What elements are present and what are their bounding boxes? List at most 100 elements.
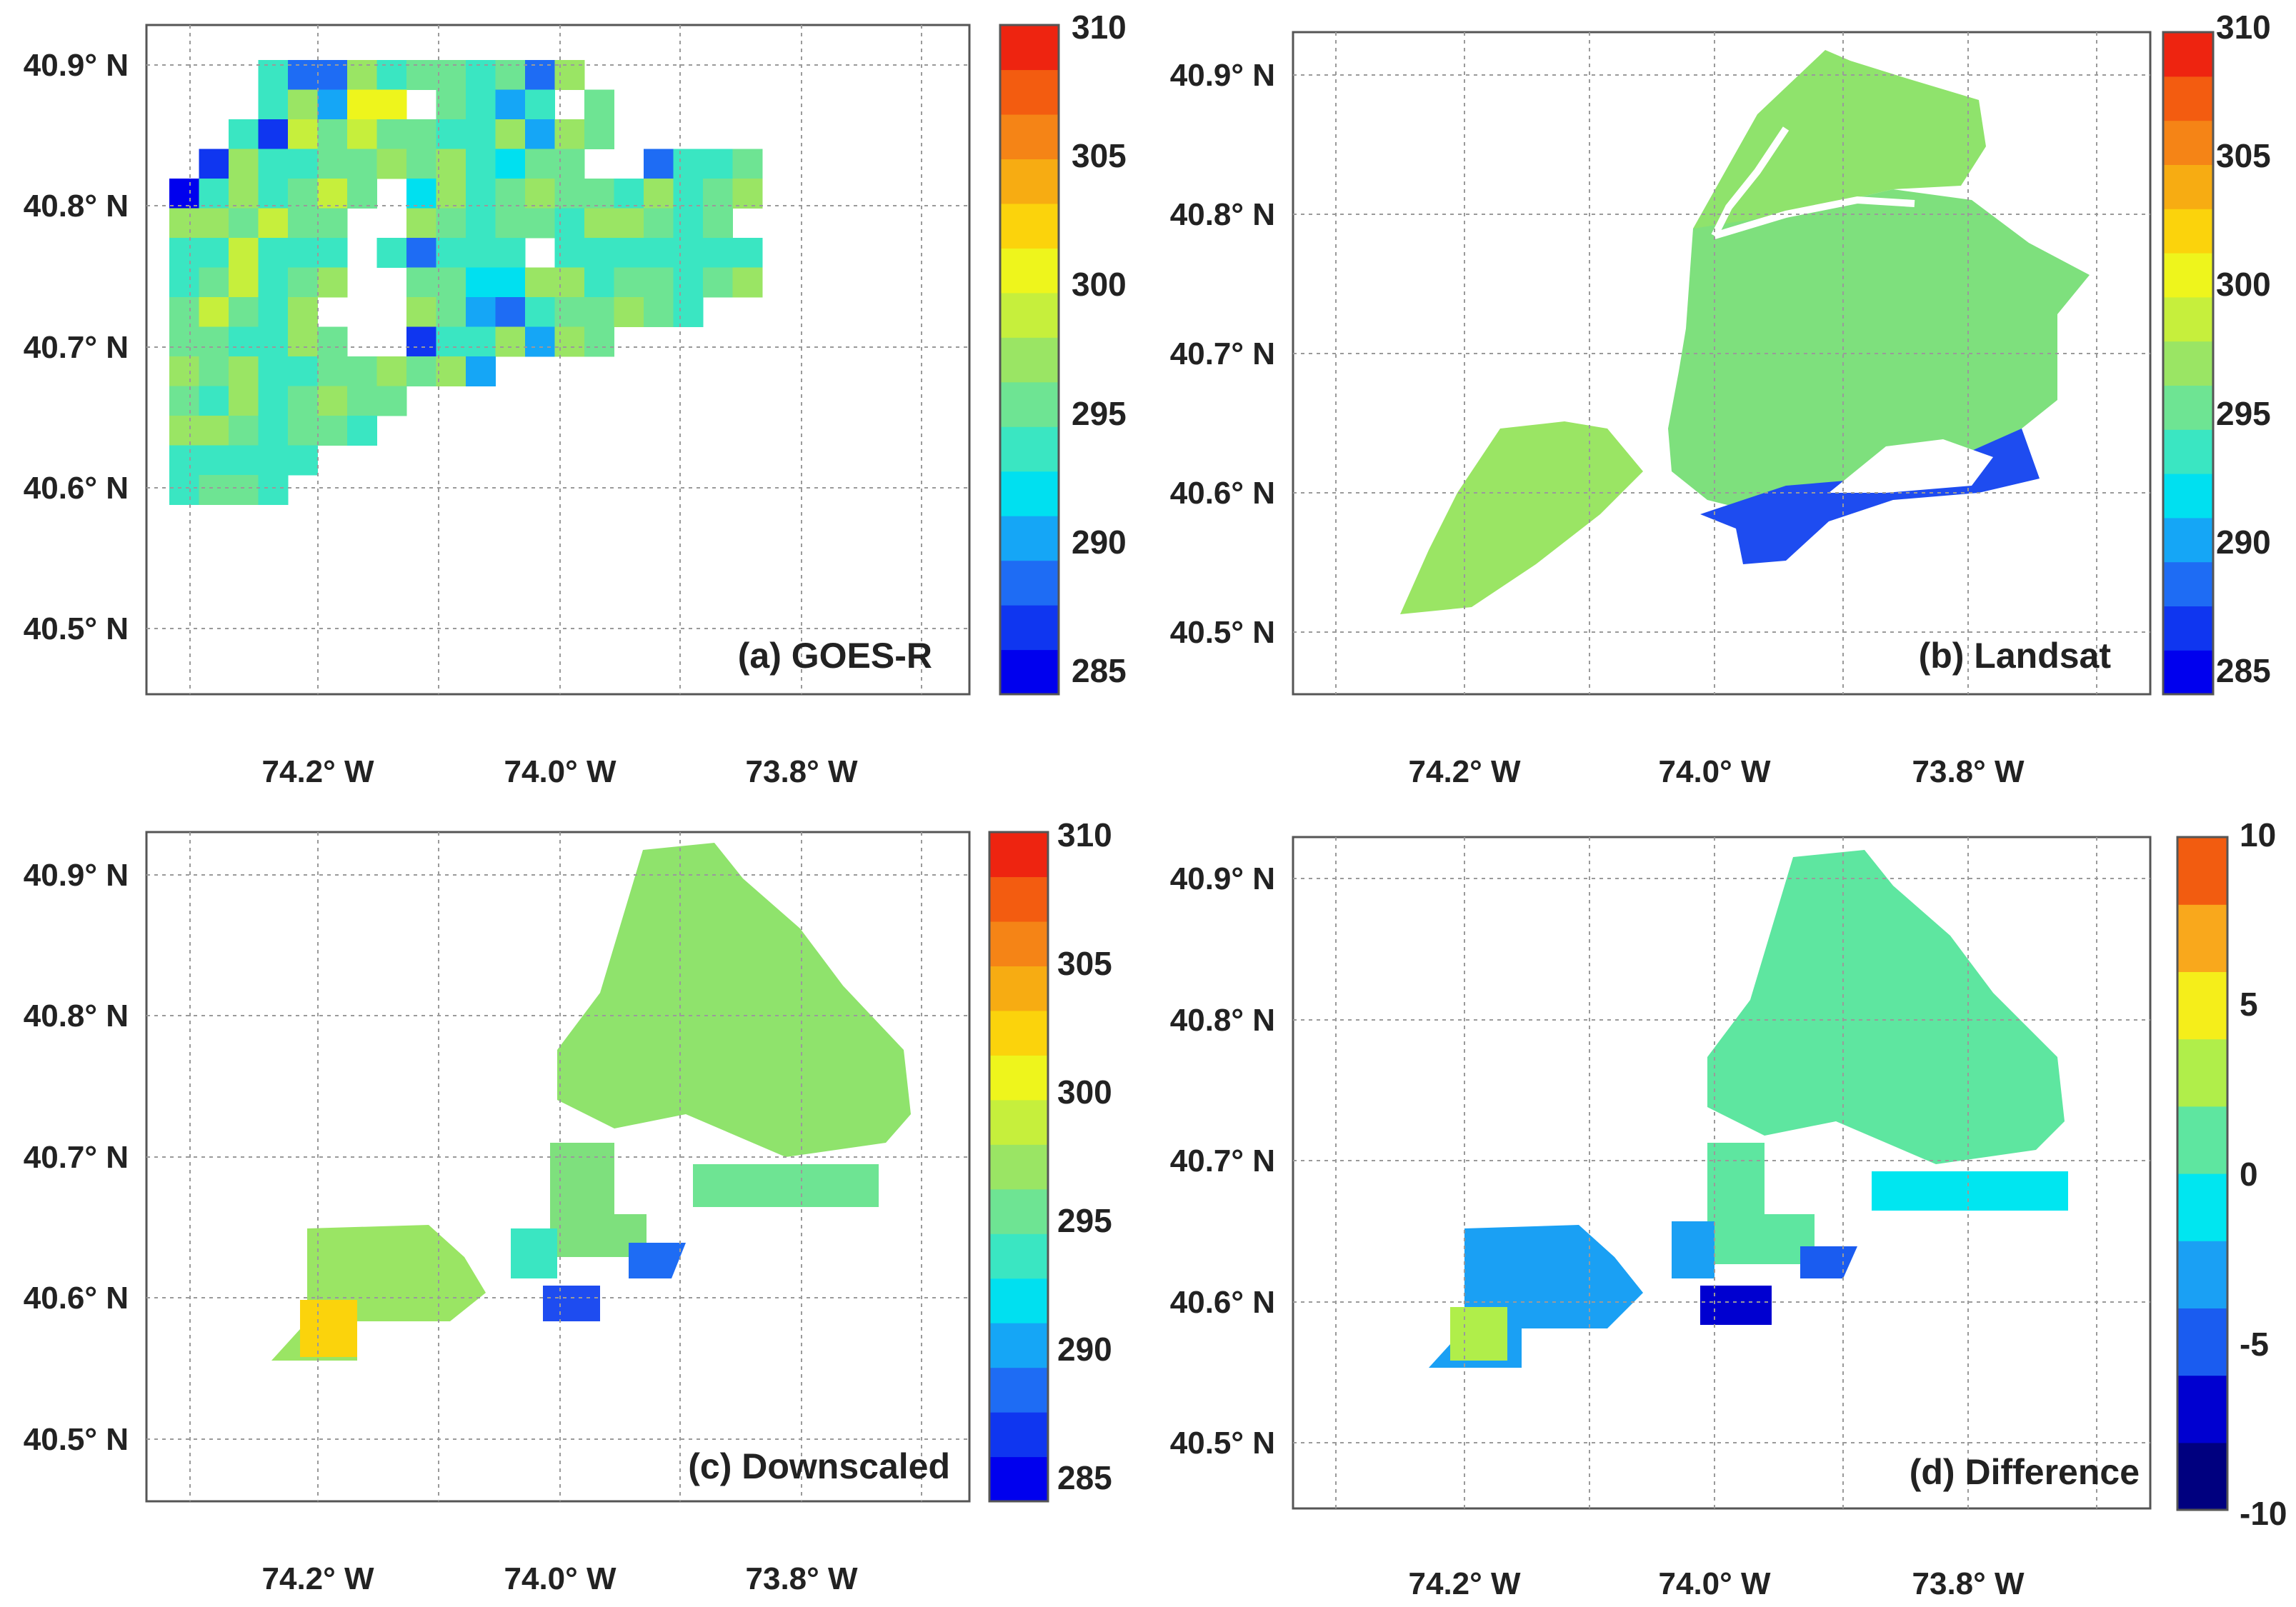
lat-tick-label: 40.8° N bbox=[1170, 1003, 1275, 1038]
coverage-block-west bbox=[511, 1228, 557, 1278]
colorbar-segment bbox=[1000, 337, 1059, 383]
colorbar-segment bbox=[2163, 164, 2213, 209]
data-cell bbox=[229, 445, 259, 476]
data-cell bbox=[554, 238, 585, 268]
colorbar-tick-label: -5 bbox=[2240, 1326, 2269, 1363]
lon-tick-label: 73.8° W bbox=[746, 754, 858, 789]
data-cell bbox=[703, 267, 733, 298]
data-cell bbox=[644, 297, 674, 327]
data-cell bbox=[317, 179, 348, 209]
data-cell bbox=[525, 208, 555, 239]
colorbar-segment bbox=[1000, 248, 1059, 294]
lat-tick-label: 40.8° N bbox=[24, 189, 129, 224]
data-cell bbox=[317, 386, 348, 416]
data-cell bbox=[258, 416, 289, 446]
data-cell bbox=[732, 238, 763, 268]
data-cell bbox=[466, 89, 496, 120]
latitude-labels: 40.5° N 40.6° N 40.7° N 40.8° N 40.9° N bbox=[1170, 58, 1275, 650]
data-cell bbox=[406, 326, 436, 357]
colorbar-segment bbox=[2177, 1241, 2227, 1308]
data-cell bbox=[347, 356, 377, 386]
data-cell bbox=[347, 119, 377, 149]
colorbar-segment bbox=[1000, 114, 1059, 159]
map-graticule bbox=[146, 25, 969, 694]
coverage-block-center bbox=[1707, 1143, 1815, 1264]
lon-tick-label: 73.8° W bbox=[1912, 1566, 2025, 1601]
data-cell bbox=[673, 267, 704, 298]
data-cell bbox=[673, 297, 704, 327]
data-cell bbox=[584, 326, 614, 357]
data-cell bbox=[258, 475, 289, 505]
data-cell bbox=[199, 238, 229, 268]
data-cell bbox=[436, 149, 466, 179]
data-cell bbox=[554, 179, 585, 209]
longitude-labels: 74.2° W 74.0° W 73.8° W bbox=[262, 754, 858, 789]
data-cell bbox=[436, 119, 466, 149]
lon-tick-label: 74.0° W bbox=[504, 754, 617, 789]
data-cell bbox=[495, 179, 526, 209]
data-cell bbox=[376, 149, 407, 179]
data-cell bbox=[169, 416, 199, 446]
data-cell bbox=[258, 326, 289, 357]
colorbar-tick-label: -10 bbox=[2240, 1495, 2287, 1532]
colorbar-tick-label: 285 bbox=[1057, 1459, 1112, 1496]
data-cell bbox=[436, 267, 466, 298]
colorbar-tick-label: 290 bbox=[2216, 524, 2271, 561]
colorbar-segment bbox=[2177, 1038, 2227, 1107]
colorbar-segment bbox=[1000, 69, 1059, 115]
data-cell bbox=[288, 386, 318, 416]
data-cell bbox=[376, 356, 407, 386]
data-cell bbox=[673, 179, 704, 209]
colorbar-segment bbox=[989, 1055, 1048, 1101]
map-graticule bbox=[146, 832, 969, 1501]
data-cell bbox=[317, 356, 348, 386]
data-cell bbox=[229, 475, 259, 505]
colorbar-tick-label: 300 bbox=[2216, 266, 2271, 303]
data-cell bbox=[732, 267, 763, 298]
colorbar-segment bbox=[989, 1099, 1048, 1145]
data-cell bbox=[258, 356, 289, 386]
data-cell bbox=[169, 475, 199, 505]
colorbar-segment bbox=[2163, 561, 2213, 606]
data-cell bbox=[554, 267, 585, 298]
colorbar-segment bbox=[989, 921, 1048, 966]
data-cell bbox=[406, 208, 436, 239]
colorbar-tick-label: 10 bbox=[2240, 816, 2276, 853]
data-cell bbox=[258, 445, 289, 476]
panel-downscaled: 40.5° N 40.6° N 40.7° N 40.8° N 40.9° N … bbox=[24, 816, 1112, 1596]
data-cell bbox=[258, 179, 289, 209]
colorbar-segment bbox=[989, 1188, 1048, 1234]
coverage-block-east bbox=[693, 1164, 879, 1207]
colorbar-segment bbox=[2163, 606, 2213, 651]
coverage-block-north bbox=[1707, 850, 2065, 1164]
data-cell bbox=[376, 238, 407, 268]
river bbox=[1711, 126, 1790, 238]
colorbar bbox=[988, 831, 1049, 1503]
data-cell bbox=[466, 267, 496, 298]
lon-tick-label: 74.2° W bbox=[262, 1561, 374, 1596]
colorbar-tick-labels: 285 290 295 300 305 310 bbox=[2216, 9, 2271, 689]
data-cell bbox=[466, 179, 496, 209]
data-cell bbox=[347, 179, 377, 209]
data-cell bbox=[525, 89, 555, 120]
coverage-block-warm-spot bbox=[300, 1300, 357, 1357]
data-cell bbox=[288, 297, 318, 327]
data-cell bbox=[584, 119, 614, 149]
data-cell bbox=[169, 297, 199, 327]
data-cell bbox=[288, 416, 318, 446]
colorbar-tick-label: 295 bbox=[2216, 395, 2271, 432]
data-cell bbox=[288, 149, 318, 179]
data-cell bbox=[554, 297, 585, 327]
data-cell bbox=[703, 179, 733, 209]
lat-tick-label: 40.6° N bbox=[1170, 476, 1275, 511]
data-cell bbox=[317, 208, 348, 239]
data-cell bbox=[732, 149, 763, 179]
coverage-block-positive bbox=[1450, 1307, 1507, 1361]
data-cell bbox=[525, 267, 555, 298]
data-cell bbox=[169, 356, 199, 386]
data-cell bbox=[614, 238, 644, 268]
data-cell bbox=[229, 267, 259, 298]
colorbar-tick-label: 310 bbox=[1057, 816, 1112, 853]
colorbar-segment bbox=[1000, 159, 1059, 204]
data-cell bbox=[554, 119, 585, 149]
